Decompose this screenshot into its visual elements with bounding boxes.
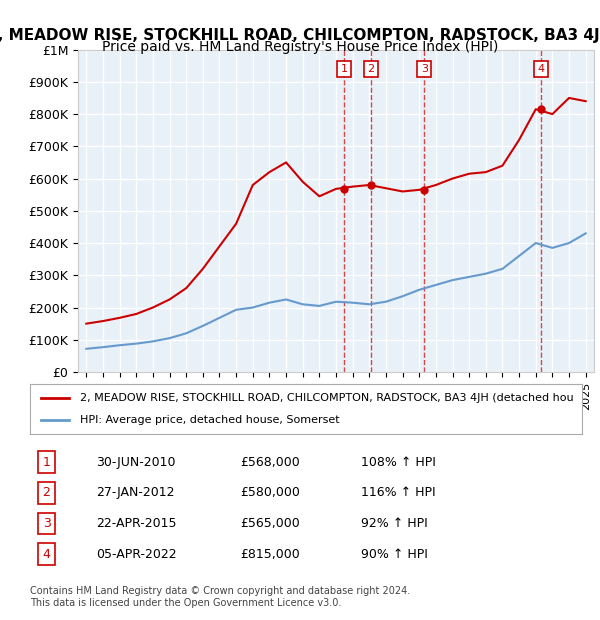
Text: 27-JAN-2012: 27-JAN-2012 <box>96 487 175 499</box>
Text: 3: 3 <box>421 64 428 74</box>
Text: 4: 4 <box>43 548 50 560</box>
Text: HPI: Average price, detached house, Somerset: HPI: Average price, detached house, Some… <box>80 415 340 425</box>
Text: 90% ↑ HPI: 90% ↑ HPI <box>361 548 428 560</box>
Text: 30-JUN-2010: 30-JUN-2010 <box>96 456 176 469</box>
Text: £565,000: £565,000 <box>240 517 299 530</box>
Text: 2, MEADOW RISE, STOCKHILL ROAD, CHILCOMPTON, RADSTOCK, BA3 4JH: 2, MEADOW RISE, STOCKHILL ROAD, CHILCOMP… <box>0 28 600 43</box>
Text: 1: 1 <box>341 64 348 74</box>
Text: 2, MEADOW RISE, STOCKHILL ROAD, CHILCOMPTON, RADSTOCK, BA3 4JH (detached hou: 2, MEADOW RISE, STOCKHILL ROAD, CHILCOMP… <box>80 393 574 403</box>
Text: £580,000: £580,000 <box>240 487 299 499</box>
Text: £815,000: £815,000 <box>240 548 299 560</box>
Text: 05-APR-2022: 05-APR-2022 <box>96 548 177 560</box>
Text: 3: 3 <box>43 517 50 530</box>
Text: 22-APR-2015: 22-APR-2015 <box>96 517 177 530</box>
Text: 4: 4 <box>537 64 544 74</box>
Text: Price paid vs. HM Land Registry's House Price Index (HPI): Price paid vs. HM Land Registry's House … <box>102 40 498 55</box>
Text: 92% ↑ HPI: 92% ↑ HPI <box>361 517 428 530</box>
Text: £568,000: £568,000 <box>240 456 299 469</box>
Text: 108% ↑ HPI: 108% ↑ HPI <box>361 456 436 469</box>
Text: 2: 2 <box>43 487 50 499</box>
Text: Contains HM Land Registry data © Crown copyright and database right 2024.
This d: Contains HM Land Registry data © Crown c… <box>30 586 410 608</box>
Text: 116% ↑ HPI: 116% ↑ HPI <box>361 487 436 499</box>
Text: 2: 2 <box>367 64 374 74</box>
Text: 1: 1 <box>43 456 50 469</box>
